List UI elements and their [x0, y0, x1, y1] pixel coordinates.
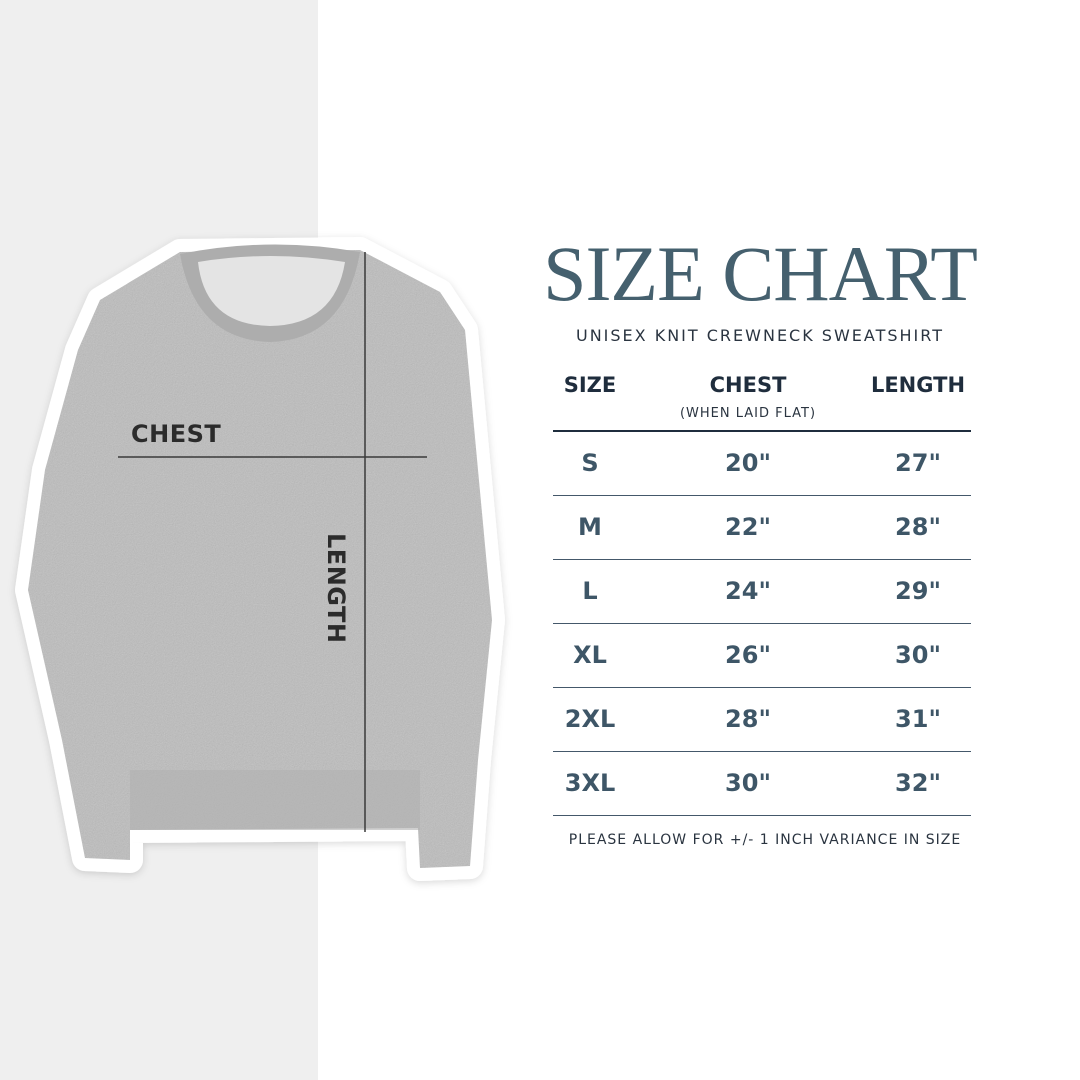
page-title: SIZE CHART — [543, 230, 978, 317]
sweatshirt-neck-inner — [198, 256, 345, 326]
table-row: 2XL 28" 31" — [553, 688, 971, 752]
cell-chest: 26" — [725, 641, 771, 669]
cell-length: 30" — [895, 641, 941, 669]
sweatshirt-hem-band — [130, 770, 420, 830]
cell-chest: 24" — [725, 577, 771, 605]
cell-length: 28" — [895, 513, 941, 541]
cell-size: M — [578, 513, 602, 541]
page-subtitle: UNISEX KNIT CREWNECK SWEATSHIRT — [576, 326, 944, 345]
cell-size: 2XL — [564, 705, 616, 733]
cell-length: 31" — [895, 705, 941, 733]
cell-size: XL — [573, 641, 607, 669]
sweatshirt-body — [28, 250, 492, 868]
header-chest: CHEST — [709, 373, 787, 397]
cell-size: L — [582, 577, 598, 605]
header-chest-note: (WHEN LAID FLAT) — [679, 406, 817, 421]
table-header: SIZE CHEST (WHEN LAID FLAT) LENGTH — [553, 370, 971, 432]
size-table: SIZE CHEST (WHEN LAID FLAT) LENGTH S 20"… — [553, 370, 971, 816]
cell-length: 32" — [895, 769, 941, 797]
length-measure-label: LENGTH — [322, 533, 350, 644]
cell-size: 3XL — [564, 769, 616, 797]
cell-length: 29" — [895, 577, 941, 605]
table-row: XL 26" 30" — [553, 624, 971, 688]
table-row: S 20" 27" — [553, 432, 971, 496]
sweatshirt-image — [15, 237, 505, 881]
cell-chest: 20" — [725, 449, 771, 477]
chest-measure-label: CHEST — [131, 420, 222, 448]
table-row: M 22" 28" — [553, 496, 971, 560]
table-row: 3XL 30" 32" — [553, 752, 971, 816]
cell-chest: 28" — [725, 705, 771, 733]
cell-length: 27" — [895, 449, 941, 477]
variance-footnote: PLEASE ALLOW FOR +/- 1 INCH VARIANCE IN … — [568, 832, 962, 848]
cell-chest: 30" — [725, 769, 771, 797]
header-length: LENGTH — [870, 373, 966, 397]
cell-chest: 22" — [725, 513, 771, 541]
header-size: SIZE — [563, 373, 617, 397]
cell-size: S — [581, 449, 599, 477]
table-row: L 24" 29" — [553, 560, 971, 624]
